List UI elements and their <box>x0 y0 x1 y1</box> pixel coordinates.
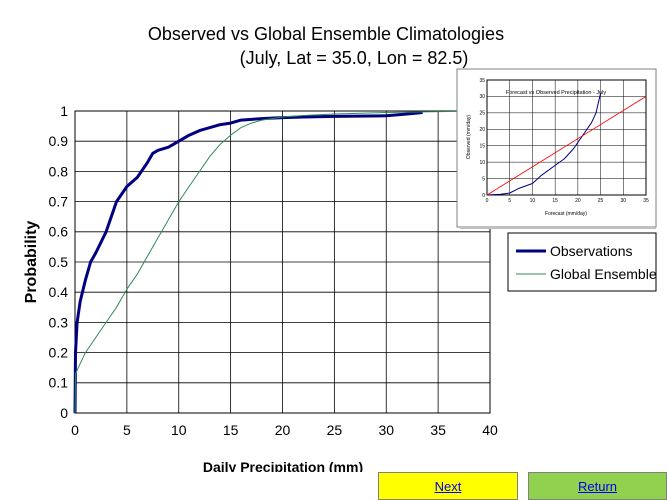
inset-x-tick-label: 35 <box>643 198 649 204</box>
chart-subtitle: (July, Lat = 35.0, Lon = 82.5) <box>240 48 469 68</box>
main-x-tick-label: 30 <box>378 422 394 438</box>
inset-y-tick-label: 15 <box>479 143 485 149</box>
inset-x-tick-label: 15 <box>552 198 558 204</box>
inset-chart: Forecast vs Observed Precipitation - Jul… <box>456 68 657 229</box>
inset-x-tick-label: 0 <box>486 198 489 204</box>
inset-series-group <box>486 92 647 196</box>
main-y-tick-label: 0 <box>60 405 68 421</box>
inset-y-tick-label: 0 <box>482 193 485 199</box>
inset-y-label: Observed (mm/day) <box>466 115 472 160</box>
main-x-tick-label: 40 <box>482 422 498 438</box>
inset-y-tick-label: 25 <box>479 111 485 117</box>
main-x-tick-label: 10 <box>171 422 187 438</box>
main-y-tick-label: 0.2 <box>49 345 69 361</box>
inset-x-tick-label: 30 <box>621 198 627 204</box>
legend: Observations Global Ensemble <box>507 232 657 292</box>
main-y-tick-label: 0.3 <box>49 314 69 330</box>
x-axis-label: Daily Precipitation (mm) <box>203 459 363 472</box>
inset-y-tick-label: 35 <box>479 78 485 84</box>
main-series-line-observations <box>73 111 423 414</box>
next-link[interactable]: Next <box>434 478 462 494</box>
inset-y-tick-label: 10 <box>479 160 485 166</box>
inset-x-tick-label: 25 <box>598 198 604 204</box>
main-y-tick-label: 0.1 <box>49 375 69 391</box>
inset-y-tick-label: 20 <box>479 127 485 133</box>
inset-series-line-series-0 <box>486 92 602 196</box>
main-series-group <box>73 110 491 414</box>
main-x-tick-label: 20 <box>275 422 291 438</box>
next-button[interactable]: Next <box>378 472 518 500</box>
return-button[interactable]: Return <box>528 472 667 500</box>
inset-plot-frame <box>486 79 647 196</box>
return-link[interactable]: Return <box>577 478 618 494</box>
main-tick-labels: 0 5 10 15 20 25 30 35 4000.10.20.30.40.50.60.70.… <box>49 103 498 438</box>
main-chart: Observed vs Global Ensemble Climatologie… <box>23 24 657 472</box>
inset-series-line-series-1 <box>486 96 647 196</box>
main-x-tick-label: 35 <box>430 422 446 438</box>
inset-tick-labels: 0 5 10 15 20 25 30 35 0 5 10 15 20 25 30 35 <box>479 78 649 204</box>
main-x-tick-label: 5 <box>123 422 131 438</box>
inset-shadow <box>460 227 656 229</box>
main-y-tick-label: 0.9 <box>49 133 69 149</box>
inset-y-tick-label: 5 <box>482 176 485 182</box>
main-y-tick-label: 0.4 <box>49 284 69 300</box>
main-y-tick-label: 1 <box>60 103 68 119</box>
main-series-line-global-ensemble <box>74 110 491 414</box>
main-y-tick-label: 0.7 <box>49 194 69 210</box>
inset-x-tick-label: 10 <box>530 198 536 204</box>
main-x-tick-label: 0 <box>71 422 79 438</box>
legend-box <box>507 232 657 292</box>
inset-x-label: Forecast (mm/day) <box>545 211 587 217</box>
main-y-tick-label: 0.6 <box>49 224 69 240</box>
chart-title: Observed vs Global Ensemble Climatologie… <box>148 24 504 44</box>
main-y-tick-label: 0.8 <box>49 163 69 179</box>
y-axis-label: Probability <box>23 221 40 304</box>
inset-title: Forecast vs Observed Precipitation - Jul… <box>506 90 607 96</box>
legend-label-observations: Observations <box>550 243 632 259</box>
main-y-tick-label: 0.5 <box>49 254 69 270</box>
inset-frame <box>456 68 657 228</box>
main-x-tick-label: 15 <box>223 422 239 438</box>
main-plot-area <box>74 110 491 414</box>
inset-x-tick-label: 5 <box>508 198 511 204</box>
inset-x-tick-label: 20 <box>575 198 581 204</box>
main-x-tick-label: 25 <box>327 422 343 438</box>
inset-y-tick-label: 30 <box>479 94 485 100</box>
legend-label-global-ensemble: Global Ensemble <box>550 266 657 282</box>
